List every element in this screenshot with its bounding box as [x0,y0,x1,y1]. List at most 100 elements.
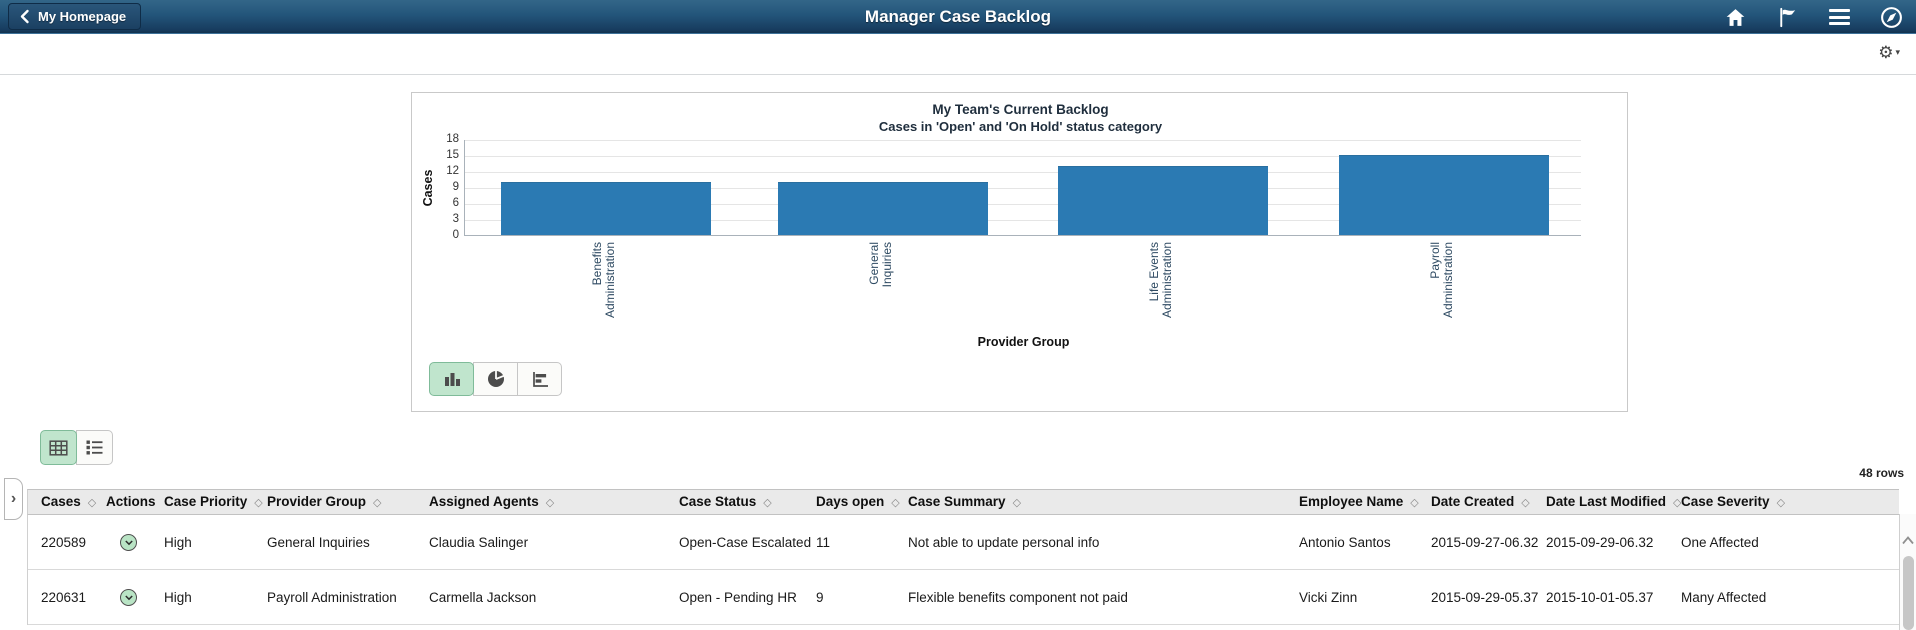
chart-title: My Team's Current Backlog [932,102,1109,117]
cell-date-last_modified: 2015-09-29-06.32 [1546,535,1654,550]
navbar-compass-icon[interactable] [1878,4,1904,30]
chevron-down-icon [124,595,133,601]
chart-type-toggle [429,362,562,396]
list-view-icon [86,440,103,455]
scrollbar-thumb[interactable] [1903,556,1914,630]
pie-chart-icon [487,370,504,387]
cell-case-severity: One Affected [1681,535,1759,550]
cell-priority: High [164,535,192,550]
cell-assigned-agents: Carmella Jackson [429,590,537,605]
column-header-label: Days open [816,494,885,509]
column-header-label: Actions [106,494,156,509]
menu-icon[interactable] [1826,4,1852,30]
x-category-label: Life Events Administration [1147,242,1178,352]
expand-panel-tab[interactable]: › [4,478,23,520]
sort-icon[interactable]: ◇ [763,497,772,509]
cell-case-status: Open-Case Escalated [679,535,812,550]
gridline [465,156,1581,157]
sort-icon[interactable]: ◇ [87,497,97,509]
sort-icon[interactable]: ◇ [1521,497,1530,509]
table-row[interactable]: 220631 High Payroll Administration Carmella… [28,570,1899,625]
gear-icon[interactable]: ⚙ ▾ [1878,43,1900,62]
bar[interactable] [1339,155,1549,235]
sort-icon[interactable]: ◇ [1012,497,1022,509]
column-header-label: Provider Group [267,494,367,509]
cell-days-open: 9 [816,590,824,605]
column-header-label: Case Priority [164,494,248,509]
row-actions-button[interactable] [120,534,137,551]
table-header: Cases ◇ Actions Case Priority ◇ Provider Grou… [27,489,1899,515]
column-header-label: Date Last Modified [1546,494,1667,509]
flag-icon[interactable] [1774,4,1800,30]
cell-assigned-agents: Claudia Salinger [429,535,529,550]
vertical-scrollbar[interactable] [1899,514,1916,630]
bar[interactable] [501,181,711,235]
row-actions-button[interactable] [120,589,137,606]
column-header-employee-name[interactable]: Employee Name ◇ [1299,490,1419,514]
y-tick-label: 6 [452,197,459,209]
bar[interactable] [1058,165,1268,235]
cell-case-summary: Flexible benefits component not paid [908,590,1128,605]
cell-case-summary: Not able to update personal info [908,535,1100,550]
column-header-label: Date Created [1431,494,1515,509]
column-header-date-last-modified[interactable]: Date Last Modified ◇ [1546,490,1681,514]
cell-case-severity: Many Affected [1681,590,1767,605]
column-header-case-severity[interactable]: Case Severity ◇ [1681,490,1785,514]
caret-down-icon: ▾ [1895,47,1900,57]
pie-chart-button[interactable] [473,362,518,396]
chart-subtitle: Cases in 'Open' and 'On Hold' status cat… [878,119,1163,134]
cell-actions [120,570,137,625]
table-row[interactable]: 220589 High General Inquiries Claudia Salin… [28,515,1899,570]
sort-icon[interactable]: ◇ [1410,497,1419,509]
bar-chart-icon [444,373,460,386]
sort-icon[interactable]: ◇ [254,497,263,509]
x-category-label: General Inquiries [867,242,898,352]
page-actions-bar: ⚙ ▾ [0,35,1916,75]
column-header-provider-group[interactable]: Provider Group ◇ [267,490,381,514]
chart-plot: Provider Group 0 3 6 9 12 15 18 Benefits Adminis… [446,133,1581,349]
column-header-case-priority[interactable]: Case Priority ◇ [164,490,263,514]
sort-icon[interactable]: ◇ [1776,497,1786,509]
cell-provider-group: Payroll Administration [267,590,397,605]
x-category-label-line: Administration [1160,242,1174,319]
grid-view-button[interactable] [40,430,77,465]
x-axis-title: Provider Group [977,335,1070,349]
x-category-label-line: Administration [603,242,617,319]
list-view-button[interactable] [76,430,113,465]
y-tick-label: 3 [452,213,459,225]
y-tick-label: 15 [446,149,459,161]
scroll-up-icon[interactable] [1902,536,1914,545]
column-header-case-status[interactable]: Case Status ◇ [679,490,772,514]
view-toggle [40,430,113,465]
page-title: Manager Case Backlog [864,7,1052,26]
chevron-down-icon [124,540,133,546]
column-header-days-open[interactable]: Days open ◇ [816,490,900,514]
table-body: 220589 High General Inquiries Claudia Salin… [27,515,1899,625]
column-header-cases[interactable]: Cases ◇ [41,490,96,514]
sort-icon[interactable]: ◇ [373,497,382,509]
horizontal-bar-chart-icon [532,372,548,387]
gridline [465,140,1581,141]
horizontal-bar-chart-button[interactable] [517,362,562,396]
home-icon[interactable] [1722,4,1748,30]
y-tick-label: 9 [452,181,459,193]
column-header-assigned-agents[interactable]: Assigned Agents ◇ [429,490,554,514]
column-header-label: Case Severity [1681,494,1770,509]
sort-icon[interactable]: ◇ [891,497,900,509]
bar-chart-button[interactable] [429,362,474,396]
cell-cases: 220631 [41,590,87,605]
y-tick-label: 0 [452,229,459,241]
back-button[interactable]: My Homepage [8,3,142,30]
back-button-label: My Homepage [38,9,127,24]
sort-icon[interactable]: ◇ [545,497,555,509]
column-header-label: Case Status [679,494,757,509]
top-banner: My Homepage Manager Case Backlog [0,0,1916,34]
bar[interactable] [778,181,988,235]
column-header-date-created[interactable]: Date Created ◇ [1431,490,1530,514]
gridline [465,204,1581,205]
column-header-case-summary[interactable]: Case Summary ◇ [908,490,1021,514]
sort-icon[interactable]: ◇ [1673,497,1682,509]
chevron-right-icon: › [10,490,17,507]
cell-date-created: 2015-09-27-06.32 [1431,535,1539,550]
